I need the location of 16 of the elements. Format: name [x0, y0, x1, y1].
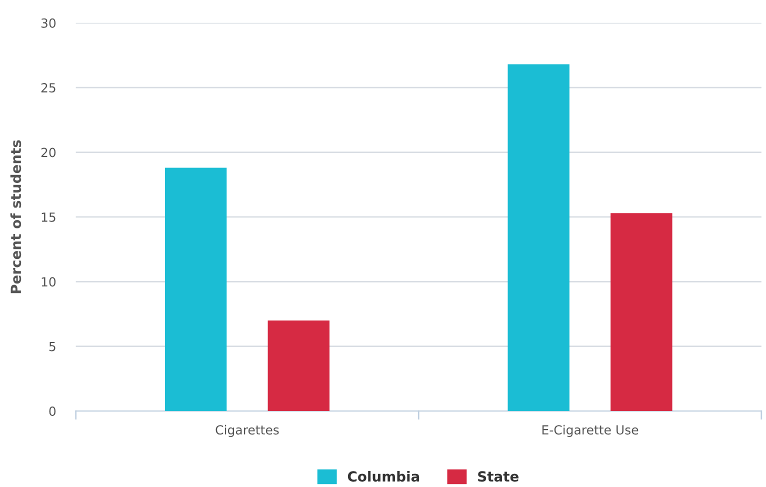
x-tick-label: E-Cigarette Use [542, 424, 638, 438]
bar [164, 168, 227, 412]
y-tick-label: 20 [41, 148, 56, 158]
y-tick-label: 30 [41, 18, 56, 28]
bar [268, 320, 330, 412]
y-tick-label: 25 [41, 83, 56, 93]
bar [508, 64, 570, 412]
y-tick-label: 10 [42, 277, 56, 287]
legend-label: State [478, 471, 519, 482]
y-tick-label: 5 [49, 342, 56, 352]
y-axis-title: Percent of students [10, 140, 22, 294]
y-tick-label: 15 [42, 212, 56, 222]
bar [610, 213, 672, 412]
x-tick-label: Cigarettes [216, 424, 279, 438]
y-tick-label: 0 [49, 406, 56, 416]
legend-label: Columbia [348, 470, 420, 482]
